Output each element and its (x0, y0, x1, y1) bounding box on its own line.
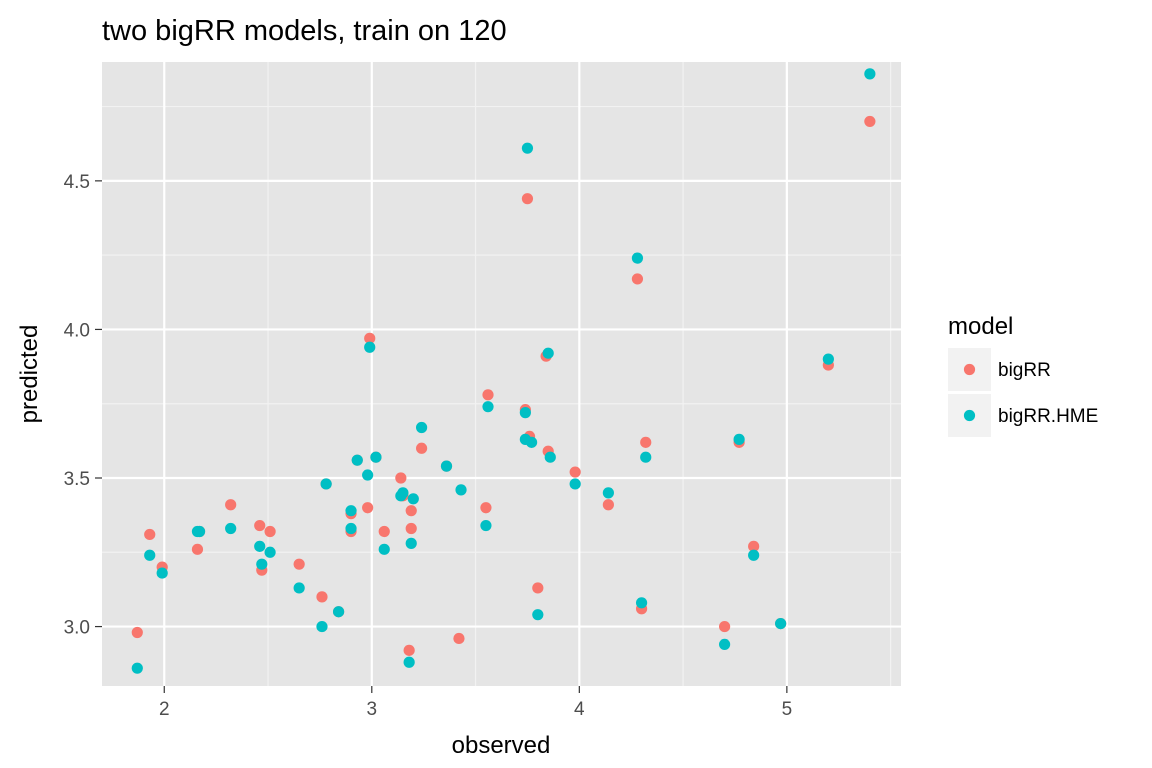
data-point-bigRR.HME (733, 433, 745, 445)
minor-gridlines (102, 62, 901, 686)
data-point-bigRR (482, 389, 494, 401)
data-point-bigRR.HME (225, 522, 237, 535)
data-point-bigRR.HME (345, 522, 357, 535)
legend-marker-bigRR.HME (963, 409, 976, 422)
data-point-bigRR (403, 644, 415, 656)
data-point-bigRR.HME (416, 421, 428, 434)
data-point-bigRR.HME (542, 347, 554, 359)
data-point-bigRR.HME (569, 478, 581, 490)
data-point-bigRR (364, 332, 376, 344)
data-point-bigRR.HME (362, 469, 374, 481)
data-point-bigRR.HME (405, 537, 417, 549)
data-point-bigRR (254, 519, 266, 532)
y-tick-label: 4.5 (64, 172, 90, 193)
axis-ticks (95, 180, 788, 693)
data-point-bigRR.HME (775, 618, 787, 630)
data-point-bigRR.HME (602, 487, 614, 499)
data-point-bigRR.HME (345, 505, 357, 517)
data-point-bigRR.HME (264, 546, 276, 558)
data-point-bigRR.HME (397, 487, 409, 499)
data-point-bigRR.HME (364, 341, 376, 353)
data-point-bigRR (191, 543, 204, 555)
data-point-bigRR (640, 436, 652, 448)
data-points (131, 68, 876, 674)
x-tick-label: 4 (574, 699, 585, 720)
data-point-bigRR.HME (256, 558, 268, 570)
data-point-bigRR.HME (718, 638, 731, 651)
data-point-bigRR.HME (631, 252, 644, 264)
chart-title: two bigRR models, train on 120 (102, 15, 507, 47)
data-point-bigRR.HME (320, 478, 332, 490)
legend: model bigRR bigRR.HME (948, 313, 1098, 437)
data-point-bigRR.HME (316, 620, 328, 633)
plot-panel (102, 62, 901, 686)
data-point-bigRR.HME (455, 484, 467, 496)
data-point-bigRR.HME (293, 582, 305, 594)
data-point-bigRR.HME (635, 597, 648, 609)
data-point-bigRR (362, 502, 374, 514)
x-tick-label: 2 (159, 699, 170, 720)
data-point-bigRR (225, 499, 237, 511)
data-point-bigRR (521, 193, 534, 205)
data-point-bigRR.HME (370, 451, 382, 463)
y-tick-label: 3.5 (64, 469, 90, 490)
data-point-bigRR.HME (407, 493, 419, 505)
data-point-bigRR.HME (480, 519, 492, 532)
data-point-bigRR.HME (351, 454, 363, 466)
data-point-bigRR.HME (748, 549, 760, 561)
data-point-bigRR.HME (332, 606, 345, 618)
data-point-bigRR.HME (521, 142, 534, 154)
data-point-bigRR (718, 620, 731, 633)
y-tick-label: 4.0 (64, 320, 90, 341)
data-point-bigRR (453, 632, 465, 645)
data-point-bigRR.HME (525, 436, 538, 448)
data-point-bigRR (316, 591, 328, 603)
data-point-bigRR (405, 505, 417, 517)
data-point-bigRR (631, 273, 644, 285)
y-axis-title: predicted (16, 325, 43, 424)
data-point-bigRR.HME (131, 662, 143, 674)
data-point-bigRR (131, 626, 143, 639)
data-point-bigRR (532, 582, 544, 594)
data-point-bigRR.HME (864, 68, 876, 80)
data-point-bigRR.HME (254, 540, 266, 552)
legend-marker-bigRR (963, 363, 976, 376)
data-point-bigRR (864, 115, 876, 128)
x-tick-label: 5 (782, 699, 793, 720)
data-point-bigRR (395, 472, 407, 484)
data-point-bigRR (602, 499, 614, 511)
axis-tick-labels: 2 3 4 5 3.0 3.5 4.0 4.5 (64, 172, 793, 720)
data-point-bigRR.HME (440, 460, 453, 472)
data-point-bigRR.HME (378, 543, 390, 555)
data-point-bigRR.HME (544, 451, 556, 463)
x-tick-label: 3 (367, 699, 378, 720)
data-point-bigRR (480, 502, 492, 514)
data-point-bigRR.HME (532, 609, 544, 621)
data-point-bigRR.HME (822, 353, 834, 365)
legend-label-bigRR.HME: bigRR.HME (998, 406, 1098, 427)
legend-label-bigRR: bigRR (998, 360, 1051, 381)
legend-title: model (948, 313, 1013, 340)
data-point-bigRR.HME (519, 407, 531, 419)
data-point-bigRR.HME (403, 656, 415, 668)
data-point-bigRR (144, 528, 156, 541)
data-point-bigRR (293, 558, 305, 570)
data-point-bigRR.HME (482, 401, 494, 413)
data-point-bigRR (416, 442, 428, 454)
data-point-bigRR.HME (640, 451, 652, 463)
data-point-bigRR (378, 525, 390, 538)
data-point-bigRR.HME (156, 567, 168, 579)
data-point-bigRR (264, 525, 276, 538)
data-point-bigRR.HME (144, 549, 156, 561)
y-tick-label: 3.0 (64, 618, 90, 639)
x-axis-title: observed (452, 732, 551, 759)
data-point-bigRR (405, 522, 417, 535)
data-point-bigRR (748, 540, 760, 552)
major-gridlines (102, 62, 901, 686)
data-point-bigRR (569, 466, 581, 478)
data-point-bigRR.HME (193, 525, 206, 538)
